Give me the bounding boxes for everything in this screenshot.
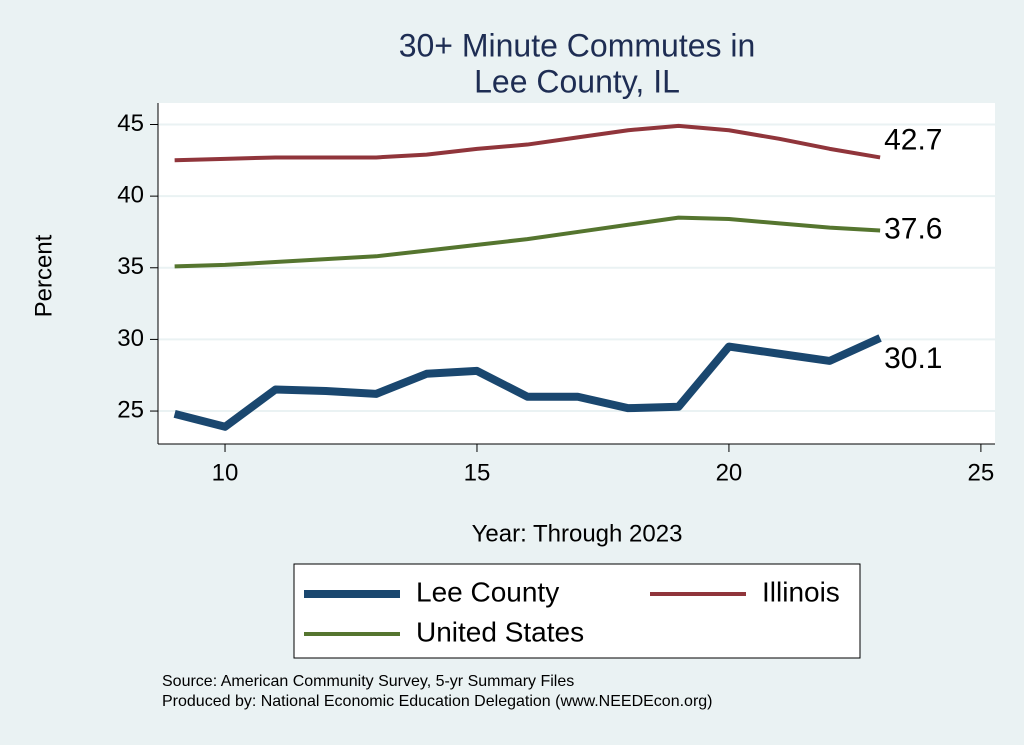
series-line <box>174 215 881 269</box>
legend <box>293 563 861 659</box>
y-tick-label: 35 <box>117 253 144 280</box>
data-label: 37.6 <box>884 212 942 245</box>
chart-title: Lee County, IL <box>474 63 680 99</box>
y-tick-label: 40 <box>117 181 144 208</box>
x-axis-label: Year: Through 2023 <box>472 520 683 547</box>
legend-label: United States <box>416 616 584 647</box>
series-line <box>174 123 881 163</box>
series-line <box>173 334 882 431</box>
y-axis-label: Percent <box>30 234 57 317</box>
chart-title: 30+ Minute Commutes in <box>399 27 756 63</box>
data-label: 30.1 <box>884 342 942 375</box>
x-tick-label: 20 <box>716 459 743 486</box>
y-tick-label: 30 <box>117 325 144 352</box>
x-tick-label: 10 <box>212 459 239 486</box>
data-label: 42.7 <box>884 123 942 156</box>
y-tick-label: 45 <box>117 110 144 137</box>
note: Source: American Community Survey, 5-yr … <box>162 673 574 690</box>
legend-label: Illinois <box>762 576 840 607</box>
x-tick-label: 25 <box>968 459 995 486</box>
x-tick-label: 15 <box>464 459 491 486</box>
legend-label: Lee County <box>416 576 559 607</box>
y-tick-label: 25 <box>117 396 144 423</box>
note: Produced by: National Economic Education… <box>162 693 713 710</box>
